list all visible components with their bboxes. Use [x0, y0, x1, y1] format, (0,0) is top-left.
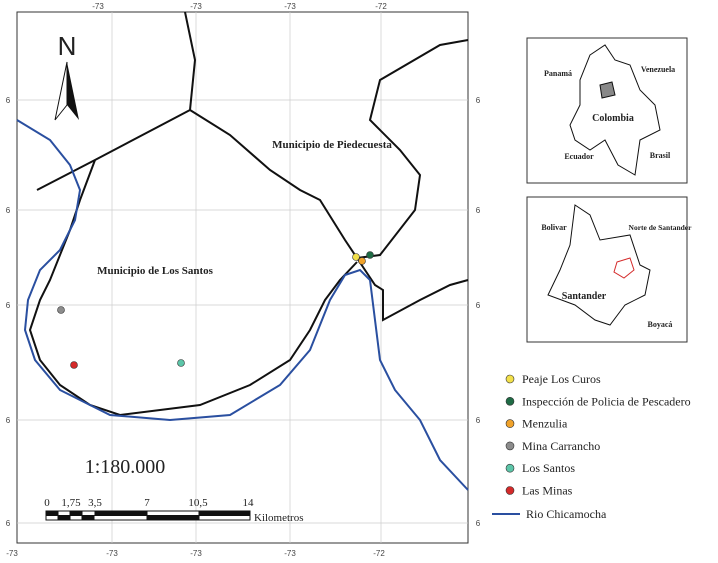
country-label: Ecuador [564, 152, 594, 161]
north-label: N [58, 31, 77, 61]
axis-label: 6 [6, 301, 11, 310]
scale-tick: 0 [44, 497, 50, 509]
region-label: Bolivar [541, 223, 567, 232]
legend-marker [505, 374, 515, 384]
scale-tick: 7 [144, 497, 150, 509]
legend-marker [505, 419, 515, 428]
axis-label: 6 [476, 519, 481, 528]
axis-label: -73 [190, 549, 202, 558]
legend-marker [505, 396, 515, 406]
axis-label: 6 [6, 206, 11, 215]
region-label: Norte de Santander [629, 223, 693, 232]
axis-label: 6 [6, 416, 11, 425]
site-point [57, 306, 65, 314]
site-point [352, 253, 360, 261]
site-point [177, 359, 185, 367]
axis-label: -73 [6, 549, 18, 558]
country-label: Venezuela [641, 65, 675, 74]
axis-label: 6 [476, 301, 481, 310]
country-label: Panamá [544, 69, 572, 78]
legend-label: Menzulia [522, 417, 568, 431]
scale-ratio: 1:180.000 [85, 456, 166, 478]
legend-label: Las Minas [522, 484, 573, 498]
region-label: Santander [562, 291, 607, 302]
axis-label: -73 [92, 2, 104, 11]
scale-tick: 10,5 [188, 497, 208, 509]
area-label: Municipio de Piedecuesta [272, 139, 392, 151]
axis-label: 6 [6, 96, 11, 105]
legend-label: Mina Carrancho [522, 439, 600, 453]
map-frame [16, 11, 469, 544]
axis-label: -73 [284, 549, 296, 558]
area-label: Municipio de Los Santos [97, 265, 214, 277]
axis-label: 6 [476, 206, 481, 215]
inset-country: Panamá Venezuela Colombia Ecuador Brasil [526, 37, 688, 184]
legend-marker [505, 486, 515, 495]
region-label: Boyacá [648, 320, 673, 329]
axis-label: -73 [190, 2, 202, 11]
axis-label: 6 [476, 96, 481, 105]
site-point [70, 361, 78, 369]
graticule [17, 12, 468, 543]
axis-label: 6 [6, 519, 11, 528]
axis-label: 6 [476, 416, 481, 425]
scale-bar [45, 510, 251, 521]
country-label: Brasil [650, 151, 671, 160]
scale-unit: Kilometros [254, 512, 304, 524]
legend-label: Los Santos [522, 461, 575, 475]
river-line [16, 119, 469, 491]
scale-tick: 3,5 [88, 497, 102, 509]
legend-label: Inspección de Policia de Pescadero [522, 394, 691, 408]
scale-tick: 1,75 [61, 497, 81, 509]
axis-label: -72 [375, 2, 387, 11]
legend-label: Rio Chicamocha [526, 507, 607, 521]
inset-region: Bolivar Norte de Santander Santander Boy… [526, 196, 693, 343]
site-point [366, 251, 374, 259]
legend-label: Peaje Los Curos [522, 372, 601, 386]
country-label: Colombia [592, 113, 634, 124]
north-arrow: N [54, 31, 79, 121]
legend-marker [505, 441, 515, 451]
axis-label: -73 [284, 2, 296, 11]
scale-tick: 14 [243, 497, 255, 509]
site-point [358, 257, 366, 265]
axis-label: -73 [106, 549, 118, 558]
axis-label: -72 [373, 549, 385, 558]
legend-marker [505, 463, 515, 473]
